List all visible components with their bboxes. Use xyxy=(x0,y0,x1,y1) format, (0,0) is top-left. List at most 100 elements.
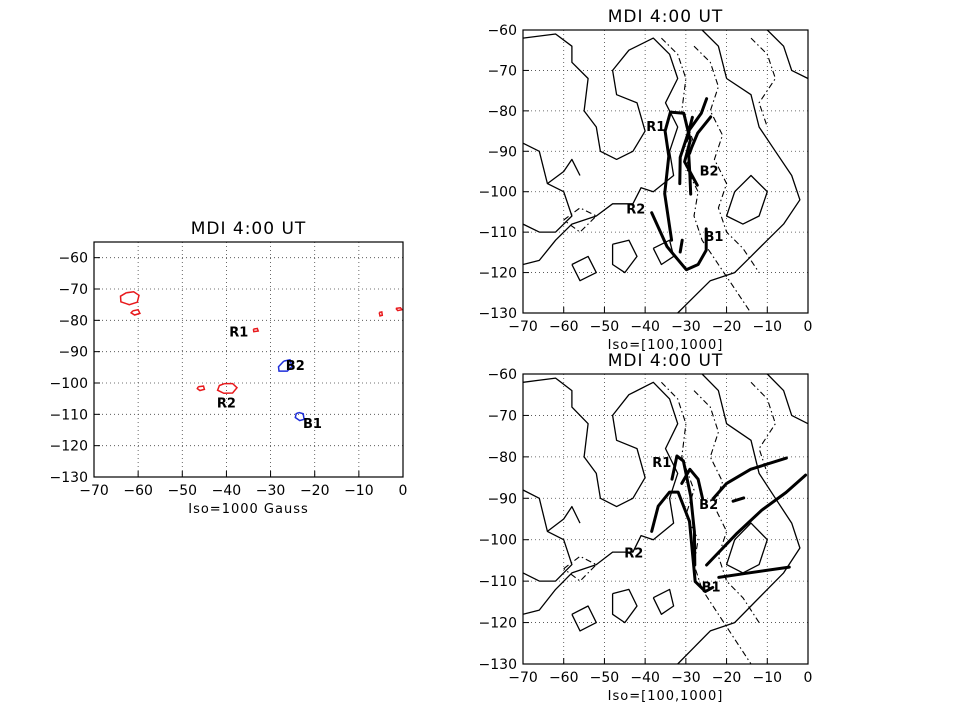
left-positive-contour xyxy=(196,385,206,392)
bottom-right-solid-contour xyxy=(547,505,581,532)
bottom-right-y-tick-label: −70 xyxy=(487,408,517,424)
top-right-x-tick-label: −20 xyxy=(712,319,742,335)
top-right-x-tick-label: −70 xyxy=(508,319,538,335)
left-positive-contour xyxy=(119,291,140,306)
bottom-right-x-tick-label: −30 xyxy=(671,670,701,686)
left-label-b2: B2 xyxy=(286,359,305,374)
top-right-label-r2: R2 xyxy=(626,202,645,217)
left-positive-contour xyxy=(378,310,384,317)
bottom-right-solid-contour xyxy=(571,605,597,632)
bottom-right-dashed-contour xyxy=(661,381,752,664)
left-y-tick-label: −130 xyxy=(50,470,88,486)
bottom-right-solid-contour xyxy=(766,374,808,425)
left-label-r1: R1 xyxy=(229,325,248,340)
top-right-field-line xyxy=(684,115,694,143)
left-y-tick-label: −70 xyxy=(58,282,88,298)
bottom-right-x-tick-label: −20 xyxy=(712,670,742,686)
top-right-y-tick-label: −60 xyxy=(487,23,517,39)
top-right-label-b2: B2 xyxy=(700,164,719,179)
top-right-x-tick-label: −30 xyxy=(671,319,701,335)
top-right-x-tick-label: −40 xyxy=(630,319,660,335)
left-y-tick-label: −60 xyxy=(58,251,88,267)
bottom-right-x-tick-label: −70 xyxy=(508,670,538,686)
left-negative-contour xyxy=(294,411,305,422)
top-right-y-tick-label: −120 xyxy=(479,266,517,282)
left-plot-area xyxy=(119,291,403,422)
top-right-solid-contour xyxy=(766,30,808,80)
top-right-field-line xyxy=(663,110,699,242)
left-positive-contour xyxy=(216,382,239,395)
left-x-tick-label: −70 xyxy=(79,483,109,499)
left-x-tick-label: −60 xyxy=(123,483,153,499)
bottom-right-label-r1: R1 xyxy=(652,456,671,471)
top-right-x-tick-label: 0 xyxy=(804,319,813,335)
left-y-tick-label: −80 xyxy=(58,313,88,329)
bottom-right-field-line xyxy=(650,490,715,593)
bottom-right-dashed-contour xyxy=(693,390,760,623)
bottom-right-x-tick-label: −40 xyxy=(630,670,660,686)
top-right-label-b1: B1 xyxy=(704,230,723,245)
left-axes-frame xyxy=(93,241,404,478)
top-right-label-r1: R1 xyxy=(646,120,665,135)
top-right-dashed-contour xyxy=(693,45,760,273)
top-right-panel: −70 −60 −50 −40 −30 −20 −10 0−60−70−80−90−100−1… xyxy=(479,7,813,353)
bottom-right-field-line xyxy=(731,496,746,503)
top-right-y-tick-label: −110 xyxy=(479,225,517,241)
left-x-tick-label: −30 xyxy=(256,483,286,499)
left-x-tick-label: −50 xyxy=(168,483,198,499)
left-y-tick-label: −120 xyxy=(50,439,88,455)
bottom-right-y-tick-label: −90 xyxy=(487,491,517,507)
bottom-right-y-tick-label: −120 xyxy=(479,616,517,632)
top-right-y-tick-label: −90 xyxy=(487,144,517,160)
top-right-dashed-contour xyxy=(661,37,752,313)
bottom-right-y-tick-label: −60 xyxy=(487,367,517,383)
top-right-solid-contour xyxy=(677,30,801,313)
bottom-right-field-line xyxy=(670,454,697,567)
left-x-tick-label: −10 xyxy=(344,483,374,499)
top-right-solid-contour xyxy=(523,142,573,233)
bottom-right-solid-contour xyxy=(652,588,675,615)
bottom-right-x-tick-label: −60 xyxy=(549,670,579,686)
bottom-right-y-tick-label: −130 xyxy=(479,657,517,673)
top-right-x-tick-label: −50 xyxy=(590,319,620,335)
left-x-tick-label: 0 xyxy=(399,483,408,499)
bottom-right-label-b1: B1 xyxy=(702,581,721,596)
bottom-right-x-tick-label: −10 xyxy=(753,670,783,686)
top-right-title: MDI 4:00 UT xyxy=(608,7,724,27)
left-title: MDI 4:00 UT xyxy=(191,219,307,239)
top-right-field-line xyxy=(650,211,708,272)
left-y-tick-label: −90 xyxy=(58,345,88,361)
bottom-right-solid-contour xyxy=(725,522,768,574)
top-right-dashed-contour xyxy=(750,37,777,128)
bottom-right-field-line xyxy=(712,456,788,500)
top-right-dashed-contour xyxy=(563,207,598,233)
bottom-right-solid-contour xyxy=(523,489,573,582)
left-panel: −70 −60 −50 −40 −30 −20 −10 0−60−70−80−90−100−1… xyxy=(50,219,408,517)
top-right-x-tick-label: −60 xyxy=(549,319,579,335)
left-positive-contour xyxy=(252,327,260,333)
left-positive-contour xyxy=(129,308,141,316)
top-right-field-line xyxy=(678,238,684,254)
bottom-right-x-tick-label: −50 xyxy=(590,670,620,686)
bottom-right-y-tick-label: −100 xyxy=(479,533,517,549)
top-right-plot-area xyxy=(523,30,808,313)
bottom-right-axes-frame xyxy=(522,373,809,665)
top-right-solid-contour xyxy=(611,239,638,274)
bottom-right-x-tick-label: 0 xyxy=(804,670,813,686)
bottom-right-label-b2: B2 xyxy=(699,498,718,513)
bottom-right-panel: −70 −60 −50 −40 −30 −20 −10 0−60−70−80−90−100−1… xyxy=(479,351,813,704)
bottom-right-plot-area xyxy=(523,374,808,664)
top-right-y-tick-label: −70 xyxy=(487,63,517,79)
left-x-tick-label: −20 xyxy=(300,483,330,499)
top-right-solid-contour xyxy=(571,255,597,282)
bottom-right-dashed-contour xyxy=(750,381,777,474)
top-right-solid-contour xyxy=(547,158,581,185)
left-label-r2: R2 xyxy=(217,397,236,412)
top-right-field-line xyxy=(687,115,713,196)
top-right-x-tick-label: −10 xyxy=(753,319,783,335)
bottom-right-label-r2: R2 xyxy=(624,547,643,562)
bottom-right-solid-contour xyxy=(611,588,638,624)
left-negative-contour xyxy=(277,358,293,372)
left-y-tick-label: −100 xyxy=(50,376,88,392)
